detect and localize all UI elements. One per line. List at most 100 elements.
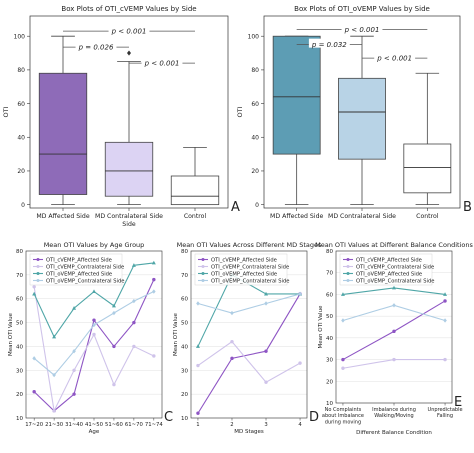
legend-label: OTI_oVEMP_Affected Side	[46, 271, 112, 277]
data-point	[230, 310, 234, 316]
x-axis-label: Different Balance Condition	[356, 430, 432, 436]
data-point	[52, 334, 57, 339]
data-point	[196, 301, 200, 306]
data-point	[264, 301, 268, 306]
series-1	[341, 357, 447, 370]
data-point	[341, 318, 345, 323]
panel-letter: B	[463, 200, 472, 215]
box-body	[338, 77, 386, 160]
box-1	[338, 35, 386, 206]
legend: OTI_cVEMP_Affected SideOTI_cVEMP_Contral…	[339, 253, 434, 286]
series-line	[197, 293, 301, 314]
legend-marker	[36, 279, 40, 282]
chart-title: Mean OTI Values by Age Group	[44, 241, 145, 249]
legend-label: OTI_oVEMP_Affected Side	[211, 271, 277, 277]
data-point	[152, 354, 156, 358]
legend-label: OTI_cVEMP_Affected Side	[356, 257, 422, 263]
data-point	[298, 361, 302, 365]
box-2	[403, 72, 452, 206]
box-body	[170, 175, 220, 206]
y-tick-label: 100	[248, 33, 260, 40]
x-tick-label: during moving	[325, 419, 361, 425]
data-point	[264, 380, 268, 384]
data-point	[443, 357, 447, 362]
y-tick-label: 80	[181, 249, 188, 255]
legend-label: OTI_cVEMP_Affected Side	[46, 257, 112, 263]
y-tick-label: 80	[326, 249, 333, 255]
legend-label: OTI_cVEMP_Contralateral Side	[211, 264, 289, 270]
y-tick-label: 60	[16, 297, 23, 303]
panel-letter: E	[454, 395, 462, 410]
x-tick-label: 1	[196, 422, 199, 428]
y-tick-label: 40	[326, 336, 333, 342]
panel-letter: A	[231, 200, 240, 215]
annotation-bg	[108, 25, 150, 35]
series-line	[33, 286, 155, 413]
chart-title: Mean OTI Values at Different Balance Con…	[315, 241, 473, 249]
y-tick-label: 60	[326, 292, 333, 298]
significance-annotation: p < 0.001	[296, 23, 428, 34]
y-tick-label: 80	[16, 249, 23, 255]
legend: OTI_cVEMP_Affected SideOTI_cVEMP_Contral…	[194, 253, 289, 286]
y-axis-label: OTI	[236, 106, 244, 117]
data-point	[52, 372, 56, 378]
series-line	[33, 279, 155, 412]
data-point	[341, 366, 345, 370]
legend-marker	[346, 265, 350, 268]
series-2	[32, 260, 156, 339]
y-tick-label: 40	[251, 134, 259, 141]
y-tick-label: 100	[14, 33, 26, 40]
significance-label: p < 0.001	[344, 26, 380, 34]
annotation-bg	[141, 57, 183, 67]
chart-title: Box Plots of OTI_cVEMP Values by Side	[61, 5, 196, 13]
significance-annotation: p < 0.001	[63, 25, 195, 35]
data-point	[132, 298, 136, 304]
annotation-bg	[308, 38, 350, 48]
y-tick-label: 60	[251, 101, 259, 108]
panel-a-boxplot: Box Plots of OTI_cVEMP Values by Side OTI…	[2, 5, 240, 228]
legend: OTI_cVEMP_Affected SideOTI_cVEMP_Contral…	[29, 253, 124, 286]
data-point	[92, 318, 96, 322]
x-tick-label: MD Affected Side	[36, 213, 89, 220]
x-axis-label: MD Stages	[234, 429, 264, 435]
data-point	[341, 357, 345, 362]
series-3	[341, 303, 447, 323]
data-point	[392, 329, 396, 334]
x-tick-label: Imbalance during	[372, 407, 416, 413]
chart-title: Mean OTI Values Across Different MD Stag…	[177, 241, 322, 249]
legend-marker	[346, 272, 350, 275]
significance-annotation: p = 0.026	[63, 41, 129, 51]
data-point	[72, 368, 76, 372]
legend-label: OTI_cVEMP_Affected Side	[211, 257, 277, 263]
y-tick-label: 70	[16, 273, 23, 279]
x-tick-label: No Complaints	[325, 407, 362, 413]
y-tick-label: 0	[255, 202, 259, 209]
series-line	[197, 274, 301, 347]
data-point	[196, 411, 200, 415]
significance-label: p < 0.001	[111, 27, 147, 35]
series-0	[196, 292, 302, 415]
y-tick-label: 50	[326, 314, 333, 320]
series-2	[340, 285, 448, 296]
series-line	[197, 340, 301, 383]
legend-box	[194, 253, 288, 286]
data-point	[92, 322, 96, 328]
x-tick-label: 4	[298, 422, 302, 428]
x-tick-label: 21~30	[45, 422, 64, 428]
x-tick-label: Walking/Moving	[374, 413, 413, 419]
x-tick-label: 2	[230, 422, 233, 428]
legend-marker	[36, 265, 40, 268]
box-1	[104, 50, 154, 206]
data-point	[72, 349, 76, 354]
data-point	[132, 344, 136, 349]
significance-annotation: p = 0.032	[296, 38, 362, 49]
panel-letter: D	[309, 410, 319, 425]
data-point	[298, 291, 302, 297]
annotation-bg	[374, 52, 416, 62]
data-point	[112, 344, 116, 349]
x-tick-label: 17~20	[25, 422, 44, 428]
significance-annotation: p < 0.001	[362, 52, 428, 62]
data-point	[72, 306, 77, 310]
x-tick-label: 51~60	[105, 422, 124, 428]
